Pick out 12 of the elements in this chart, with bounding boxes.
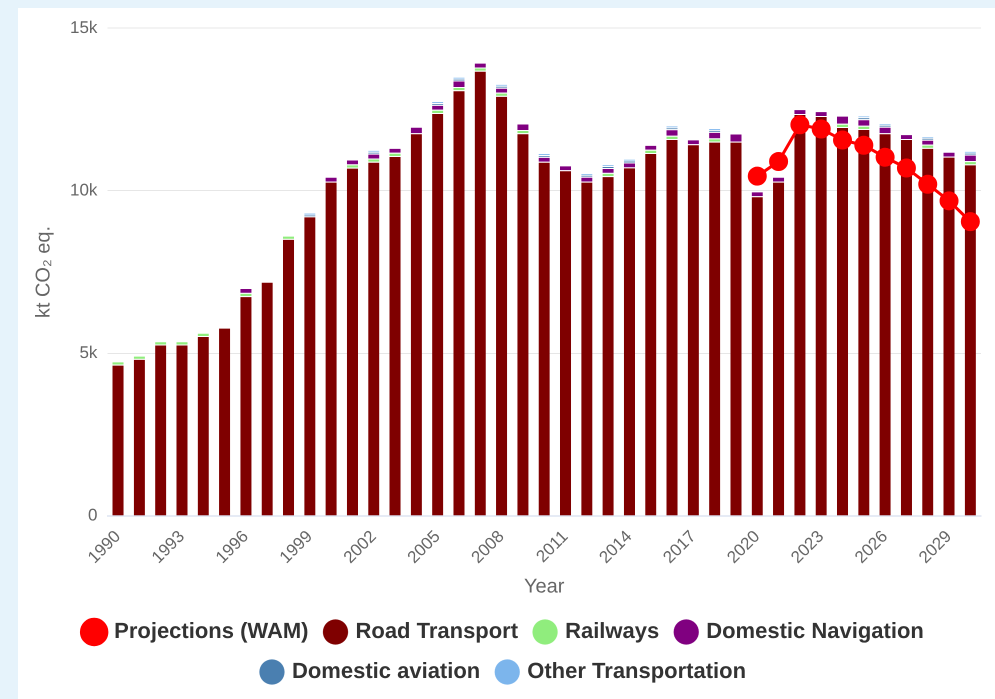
y-tick-label: 10k: [70, 180, 98, 200]
legend-label: Projections (WAM): [114, 618, 309, 644]
y-tick-label: 15k: [70, 18, 98, 37]
legend-label: Railways: [565, 618, 660, 644]
legend-label: Road Transport: [355, 618, 519, 644]
legend-label: Other Transportation: [527, 658, 746, 684]
y-axis-title: kt CO₂ eq.: [32, 226, 55, 318]
legend-label: Domestic Navigation: [706, 618, 924, 644]
y-tick-label: 0: [88, 506, 98, 525]
y-tick-label: 5k: [79, 342, 98, 362]
x-axis-title: Year: [524, 576, 565, 598]
legend-label: Domestic aviation: [292, 658, 480, 684]
